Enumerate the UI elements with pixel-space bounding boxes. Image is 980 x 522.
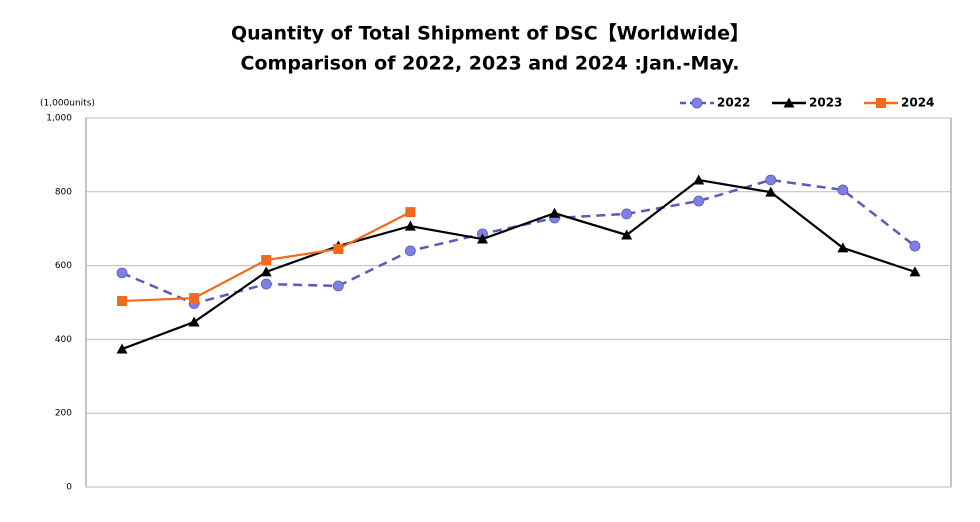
marker bbox=[693, 174, 705, 185]
marker bbox=[691, 97, 703, 109]
chart-title: Quantity of Total Shipment of DSC【Worldw… bbox=[231, 22, 749, 45]
y-tick-label: 200 bbox=[55, 409, 72, 419]
marker bbox=[621, 229, 633, 240]
marker bbox=[837, 184, 849, 196]
marker bbox=[189, 293, 200, 304]
marker bbox=[260, 266, 272, 277]
y-tick-label: 0 bbox=[66, 483, 72, 493]
marker bbox=[116, 343, 128, 354]
marker bbox=[404, 245, 416, 257]
marker bbox=[837, 242, 849, 253]
marker bbox=[549, 207, 561, 218]
marker bbox=[476, 233, 488, 244]
marker bbox=[261, 255, 272, 266]
y-tick-label: 400 bbox=[55, 335, 72, 345]
legend-label: 2024 bbox=[901, 96, 934, 110]
marker bbox=[783, 97, 795, 108]
marker bbox=[765, 174, 777, 186]
y-tick-label: 1,000 bbox=[46, 114, 72, 124]
series-line bbox=[121, 178, 916, 305]
marker bbox=[117, 296, 128, 307]
y-tick-label: 800 bbox=[55, 187, 72, 197]
marker bbox=[693, 195, 705, 207]
marker bbox=[333, 243, 344, 254]
legend-label: 2022 bbox=[717, 96, 750, 110]
marker bbox=[188, 316, 200, 327]
marker bbox=[909, 266, 921, 277]
marker bbox=[621, 208, 633, 220]
marker bbox=[765, 186, 777, 197]
marker bbox=[260, 278, 272, 290]
marker bbox=[405, 207, 416, 218]
series-line bbox=[121, 178, 916, 351]
marker bbox=[909, 240, 921, 252]
chart-subtitle: Comparison of 2022, 2023 and 2024 :Jan.-… bbox=[241, 53, 740, 75]
marker bbox=[116, 267, 128, 279]
unit-label: (1,000units) bbox=[40, 99, 95, 109]
marker bbox=[332, 280, 344, 292]
y-tick-label: 600 bbox=[55, 261, 72, 271]
plot-area bbox=[85, 117, 952, 488]
legend-label: 2023 bbox=[809, 96, 842, 110]
marker bbox=[404, 220, 416, 231]
marker bbox=[876, 98, 886, 108]
